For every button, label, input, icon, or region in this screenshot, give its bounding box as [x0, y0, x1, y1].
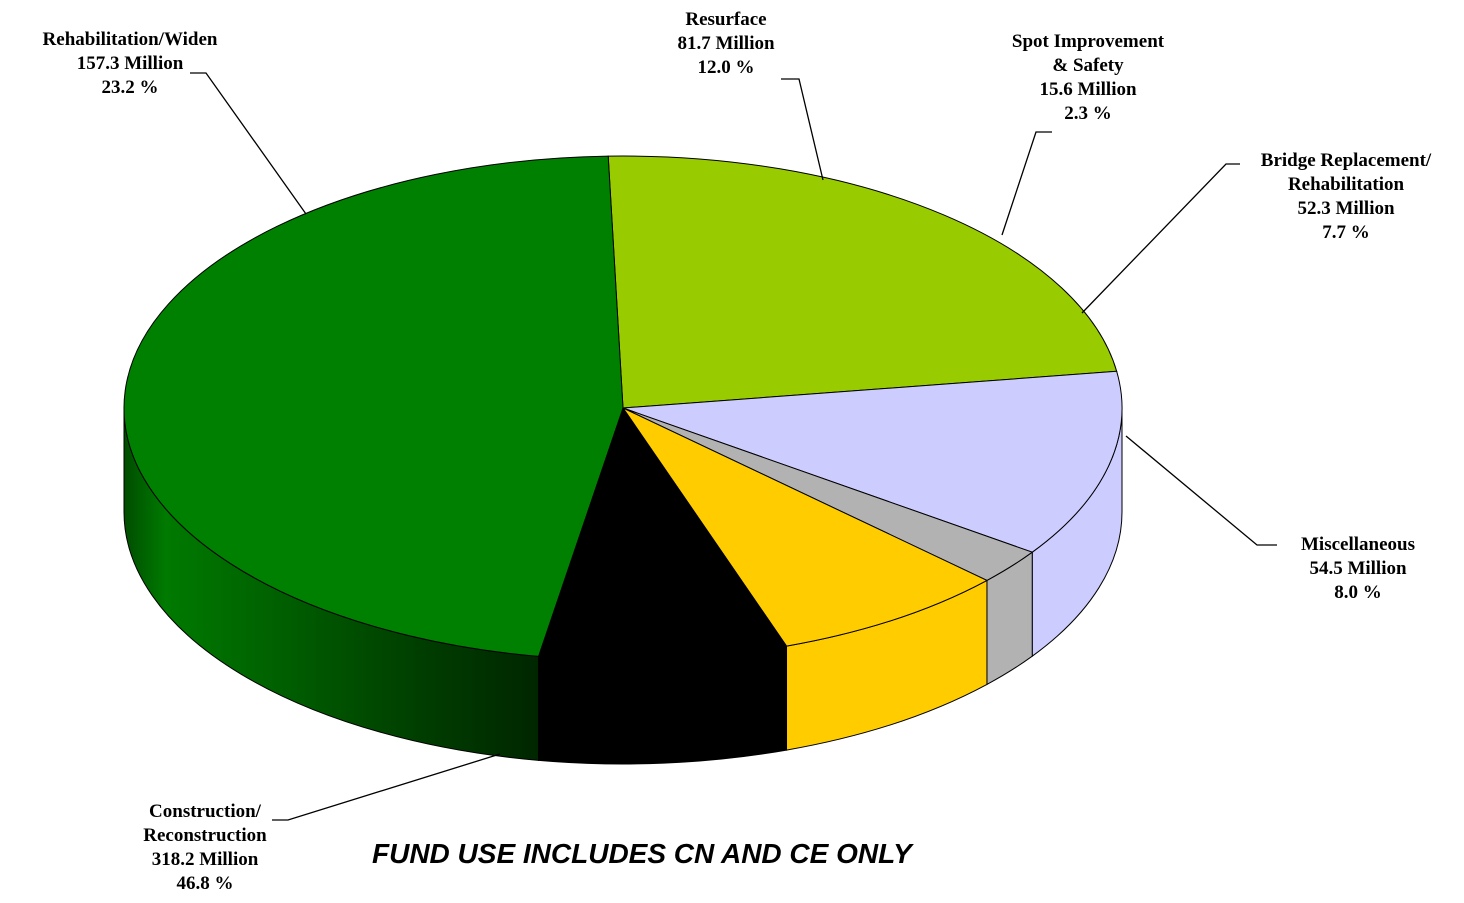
slice-label-miscellaneous: Miscellaneous 54.5 Million 8.0 % [1268, 533, 1448, 605]
slice-label-spot-improvement-safety: Spot Improvement & Safety 15.6 Million 2… [978, 30, 1198, 126]
slice-label-construction-reconstruction: Construction/ Reconstruction 318.2 Milli… [110, 800, 300, 896]
slice-label-rehabilitation-widen: Rehabilitation/Widen 157.3 Million 23.2 … [10, 28, 250, 100]
footnote: FUND USE INCLUDES CN AND CE ONLY [372, 838, 912, 870]
leader-line-resurface [781, 79, 823, 180]
pie-tops [124, 156, 1122, 660]
slice-label-bridge-replacement: Bridge Replacement/ Rehabilitation 52.3 … [1228, 149, 1464, 245]
slice-side-miscellaneous [539, 646, 787, 764]
leader-line-bridge-replacement [1082, 164, 1240, 313]
leader-line-miscellaneous [1126, 436, 1277, 545]
leader-line-spot-improvement-safety [1002, 132, 1052, 235]
slice-label-resurface: Resurface 81.7 Million 12.0 % [626, 8, 826, 80]
slice-rehabilitation-widen [608, 156, 1116, 408]
leader-line-construction-reconstruction [272, 754, 500, 820]
